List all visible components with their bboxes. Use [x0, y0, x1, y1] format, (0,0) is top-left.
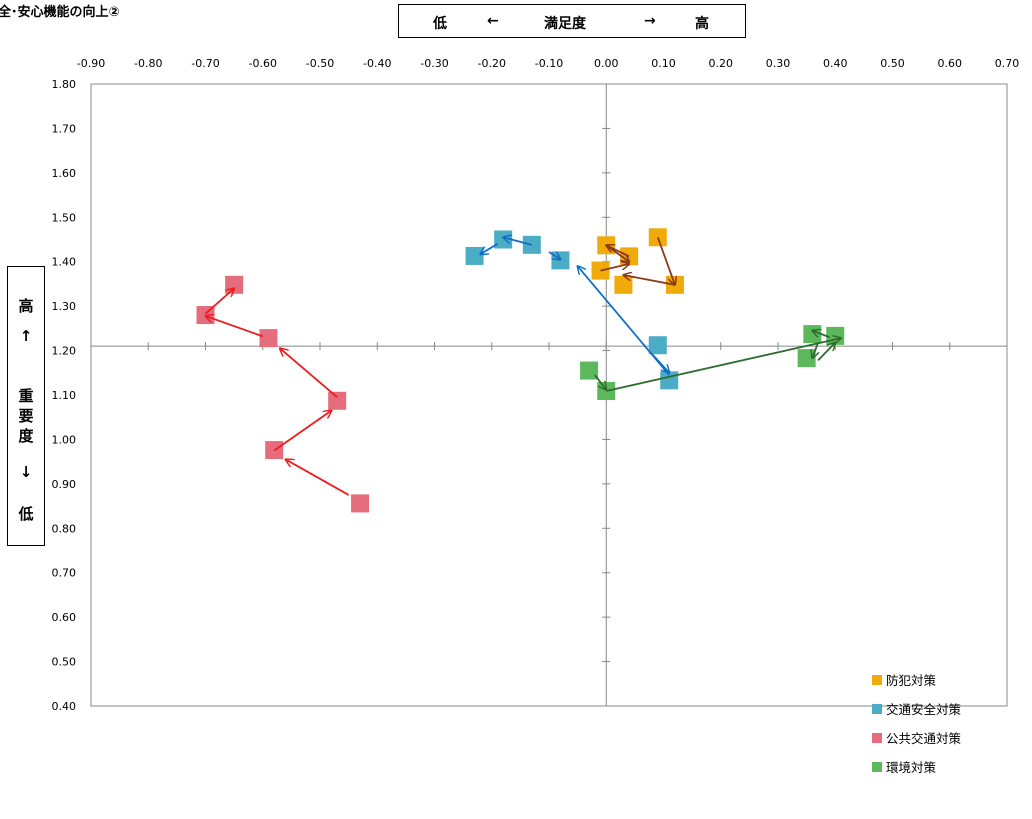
- trend-arrow: [600, 264, 630, 272]
- chart-legend: 防犯対策交通安全対策 公共交通対策 環境対策: [872, 665, 961, 781]
- x-tick-label: -0.80: [134, 57, 162, 70]
- y-tick-label: 0.80: [52, 522, 77, 535]
- legend-swatch: [872, 732, 882, 743]
- legend-swatch: [872, 703, 882, 714]
- x-tick-label: -0.70: [191, 57, 219, 70]
- y-tick-label: 0.70: [52, 567, 77, 580]
- y-tick-label: 1.60: [52, 167, 77, 180]
- data-point: [614, 275, 633, 294]
- data-point: [551, 251, 570, 270]
- y-tick-label: 1.00: [52, 433, 77, 446]
- legend-item: 防犯対策: [872, 665, 961, 694]
- y-tick-label: 1.80: [52, 78, 77, 91]
- data-point: [826, 326, 845, 345]
- x-tick-label: 0.50: [880, 57, 905, 70]
- satisfaction-low-label: 低: [433, 16, 447, 32]
- importance-high-label: 高: [18, 297, 34, 315]
- data-point: [259, 329, 278, 348]
- x-tick-label: 0.20: [709, 57, 734, 70]
- data-point: [328, 391, 347, 410]
- importance-label-char: 度: [18, 427, 34, 445]
- x-tick-label: -0.20: [478, 57, 506, 70]
- trend-arrow: [206, 316, 264, 338]
- trend-arrow: [480, 243, 498, 254]
- x-tick-label: 0.40: [823, 57, 848, 70]
- y-tick-label: 0.90: [52, 478, 77, 491]
- importance-low-label: 低: [18, 505, 34, 523]
- page-title: 全･安心機能の向上②: [0, 5, 120, 20]
- x-tick-label: -0.30: [420, 57, 448, 70]
- left-arrow-icon: ←: [487, 13, 499, 29]
- trend-arrow: [817, 343, 835, 361]
- satisfaction-label: 満足度: [544, 16, 586, 32]
- plot-frame: [90, 83, 1008, 707]
- legend-label: 交通安全対策: [886, 702, 962, 717]
- y-tick-label: 1.40: [52, 256, 77, 269]
- data-point: [225, 275, 244, 294]
- trend-arrow: [605, 244, 629, 261]
- trend-arrow: [606, 338, 841, 392]
- x-tick-label: 0.70: [995, 57, 1020, 70]
- importance-axis-label: 高 ↑ 重 要 度 ↓ 低: [7, 266, 45, 546]
- legend-label: 防犯対策: [886, 673, 937, 688]
- data-point: [351, 494, 370, 513]
- data-point: [803, 325, 822, 344]
- trend-arrow: [286, 459, 350, 496]
- down-arrow-icon: ↓: [19, 463, 33, 481]
- y-tick-label: 1.10: [52, 389, 77, 402]
- legend-swatch: [872, 761, 882, 772]
- right-arrow-icon: →: [644, 13, 656, 29]
- y-tick-label: 0.40: [52, 700, 77, 713]
- trend-arrow: [273, 411, 331, 452]
- x-tick-label: -0.90: [77, 57, 105, 70]
- x-tick-label: 0.00: [594, 57, 619, 70]
- data-point: [580, 361, 599, 380]
- trend-arrow: [503, 237, 533, 246]
- legend-item: 公共交通対策: [872, 723, 961, 752]
- x-tick-label: -0.10: [535, 57, 563, 70]
- y-tick-label: 1.70: [52, 122, 77, 135]
- y-tick-label: 0.60: [52, 611, 77, 624]
- legend-label: 公共交通対策: [886, 731, 962, 746]
- trend-arrow: [280, 348, 338, 398]
- satisfaction-axis-label: 低 ← 満足度 → 高: [398, 4, 746, 38]
- x-tick-label: -0.40: [363, 57, 391, 70]
- legend-swatch: [872, 674, 882, 685]
- x-tick-label: -0.60: [249, 57, 277, 70]
- x-tick-label: -0.50: [306, 57, 334, 70]
- trend-arrow: [594, 374, 606, 390]
- trend-arrow: [204, 288, 235, 315]
- y-tick-label: 1.30: [52, 300, 77, 313]
- data-point: [465, 246, 484, 265]
- y-tick-label: 0.50: [52, 656, 77, 669]
- trend-arrow: [651, 353, 669, 373]
- trend-arrow: [548, 251, 560, 260]
- importance-label-char: 重: [18, 387, 34, 405]
- legend-item: 交通安全対策: [872, 694, 961, 723]
- x-tick-label: 0.30: [766, 57, 791, 70]
- trend-arrow: [623, 275, 676, 286]
- legend-label: 環境対策: [886, 760, 937, 775]
- trend-arrow: [656, 236, 675, 285]
- trend-arrow: [812, 342, 818, 359]
- up-arrow-icon: ↑: [19, 327, 33, 345]
- importance-label-char: 要: [18, 407, 34, 425]
- x-tick-label: 0.10: [651, 57, 676, 70]
- data-point: [648, 336, 667, 355]
- x-tick-label: 0.60: [938, 57, 963, 70]
- legend-item: 環境対策: [872, 752, 961, 781]
- y-tick-label: 1.50: [52, 211, 77, 224]
- trend-arrow: [812, 331, 830, 339]
- y-tick-label: 1.20: [52, 345, 77, 358]
- satisfaction-high-label: 高: [695, 16, 709, 32]
